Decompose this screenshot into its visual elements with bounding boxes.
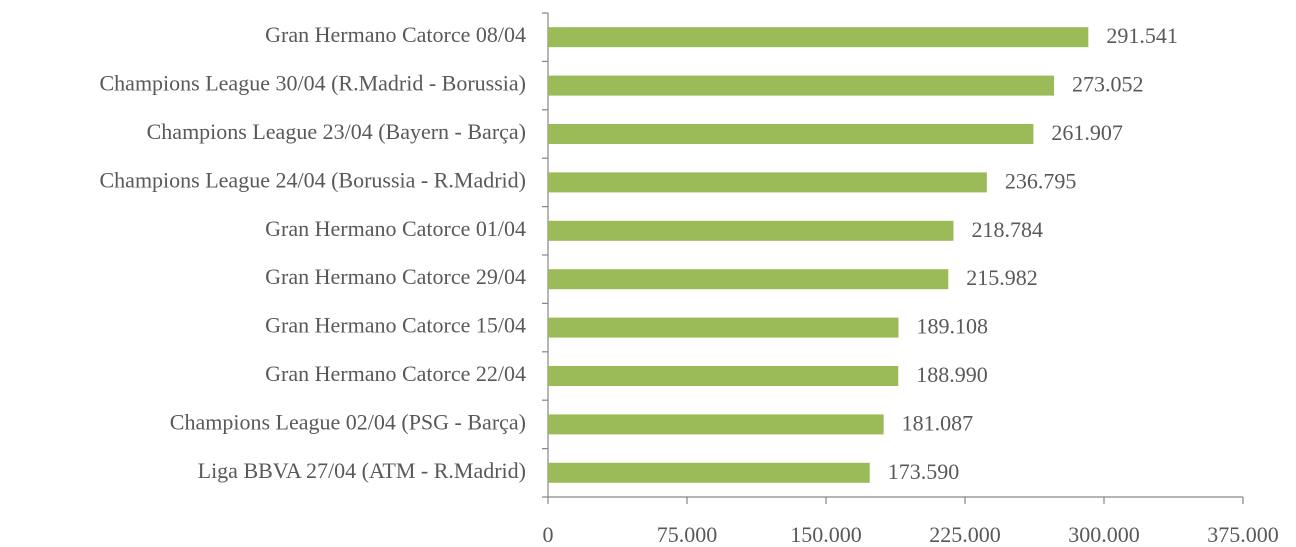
bar <box>548 462 870 483</box>
category-label: Gran Hermano Catorce 22/04 <box>265 361 526 386</box>
value-label: 173.590 <box>888 459 960 484</box>
bar <box>548 75 1055 96</box>
category-label: Liga BBVA 27/04 (ATM - R.Madrid) <box>198 458 526 483</box>
x-tick-label: 75.000 <box>657 522 718 547</box>
x-tick-label: 300.000 <box>1068 522 1140 547</box>
category-label: Champions League 02/04 (PSG - Barça) <box>170 409 526 434</box>
bar <box>548 269 949 290</box>
x-tick-label: 225.000 <box>929 522 1001 547</box>
category-label: Champions League 30/04 (R.Madrid - Borus… <box>100 71 527 96</box>
bar <box>548 366 899 386</box>
category-label: Champions League 23/04 (Bayern - Barça) <box>147 119 526 144</box>
bar <box>548 27 1089 48</box>
x-tick-label: 375.000 <box>1207 522 1279 547</box>
bar <box>548 124 1034 144</box>
value-label: 261.907 <box>1051 120 1123 145</box>
category-label: Gran Hermano Catorce 01/04 <box>265 216 526 241</box>
value-label: 181.087 <box>902 410 974 435</box>
category-label: Gran Hermano Catorce 29/04 <box>265 264 526 289</box>
x-tick-label: 0 <box>543 522 554 547</box>
category-label: Champions League 24/04 (Borussia - R.Mad… <box>100 167 527 192</box>
category-label: Gran Hermano Catorce 15/04 <box>265 313 526 338</box>
value-label: 236.795 <box>1005 168 1077 193</box>
x-tick-label: 150.000 <box>790 522 862 547</box>
bar <box>548 414 884 435</box>
value-label: 291.541 <box>1106 23 1178 48</box>
bar <box>548 220 954 241</box>
value-label: 189.108 <box>916 314 988 339</box>
value-label: 188.990 <box>916 362 988 387</box>
value-label: 215.982 <box>966 265 1038 290</box>
bar <box>548 317 899 338</box>
bar <box>548 172 987 193</box>
value-label: 218.784 <box>971 217 1043 242</box>
value-label: 273.052 <box>1072 72 1144 97</box>
category-label: Gran Hermano Catorce 08/04 <box>265 22 526 47</box>
